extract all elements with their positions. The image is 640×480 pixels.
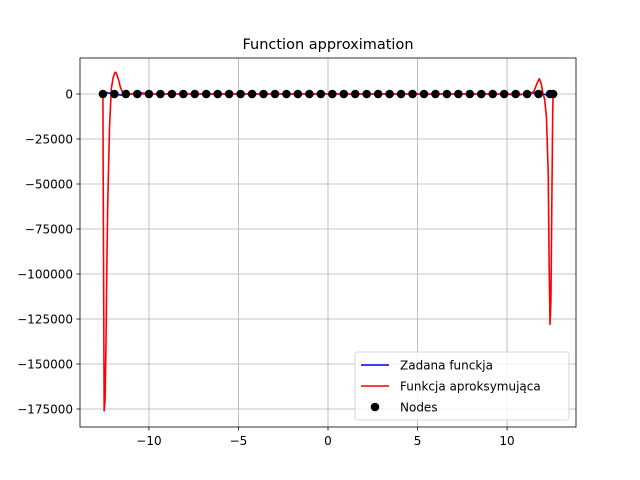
- node-point: [476, 89, 486, 99]
- node-point: [224, 89, 234, 99]
- node-point: [190, 89, 200, 99]
- y-tick-label: −50000: [25, 177, 73, 191]
- x-tick-label: 0: [324, 434, 332, 448]
- node-point: [362, 89, 371, 99]
- node-point: [270, 89, 280, 99]
- node-point: [499, 89, 509, 99]
- node-point: [522, 89, 532, 99]
- node-point: [408, 89, 417, 99]
- node-point: [488, 89, 498, 99]
- y-tick-label: −75000: [25, 222, 73, 236]
- node-point: [373, 89, 383, 99]
- node-point: [350, 89, 360, 99]
- node-point: [293, 89, 303, 99]
- node-point: [282, 89, 291, 99]
- legend-label: Zadana funckja: [400, 358, 493, 372]
- x-tick-label: −10: [136, 434, 161, 448]
- legend-marker-swatch: [370, 402, 380, 412]
- node-point: [305, 89, 314, 99]
- y-tick-label: −100000: [17, 267, 73, 281]
- x-tick-label: 5: [414, 434, 422, 448]
- y-tick-label: −175000: [17, 402, 73, 416]
- y-tick-label: 0: [65, 87, 73, 101]
- node-point: [179, 89, 188, 99]
- legend: Zadana funckja Funkcja aproksymująca Nodes: [354, 351, 570, 421]
- node-point: [511, 89, 520, 99]
- legend-box: [354, 351, 570, 421]
- y-tick-label: −150000: [17, 357, 73, 371]
- legend-label: Nodes: [400, 400, 438, 414]
- y-tick-label: −25000: [25, 132, 73, 146]
- node-point: [236, 89, 245, 99]
- node-point: [156, 89, 165, 99]
- node-point: [534, 89, 543, 99]
- node-point: [431, 89, 440, 99]
- node-point: [339, 89, 349, 99]
- node-point: [454, 89, 463, 99]
- node-point: [259, 89, 268, 99]
- node-point: [465, 89, 475, 99]
- node-point: [327, 89, 337, 99]
- node-point: [419, 89, 429, 99]
- legend-label: Funkcja aproksymująca: [400, 379, 541, 393]
- node-point: [144, 89, 154, 99]
- node-point: [201, 89, 211, 99]
- node-point: [548, 89, 558, 99]
- y-tick-label: −125000: [17, 312, 73, 326]
- node-point: [213, 89, 222, 99]
- node-point: [396, 89, 406, 99]
- axes: −10 −5 0 5 10 0 −25000 −50000 −75000 −100000 −1250…: [17, 87, 515, 448]
- x-tick-label: 10: [499, 434, 514, 448]
- node-point: [247, 89, 257, 99]
- node-point: [110, 89, 119, 99]
- node-point: [167, 89, 177, 99]
- node-point: [132, 89, 142, 99]
- node-point: [316, 89, 326, 99]
- x-tick-label: −5: [230, 434, 248, 448]
- node-point: [385, 89, 394, 99]
- node-point: [121, 89, 131, 99]
- node-point: [442, 89, 452, 99]
- node-point: [98, 89, 108, 99]
- chart-title: Function approximation: [242, 37, 413, 53]
- series-layer: [98, 71, 558, 412]
